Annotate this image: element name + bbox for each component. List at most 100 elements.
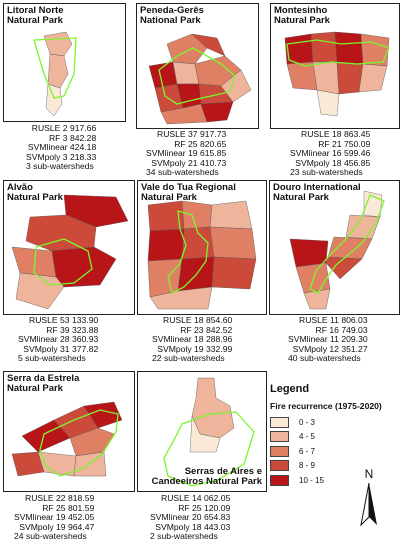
stats-peneda-geres: RUSLE 37 917.73 RF 25 820.65 SVMlinear 1… bbox=[146, 129, 227, 178]
sub-watershed bbox=[45, 83, 63, 117]
map-panel-peneda-geres: Peneda-Gerês National Park bbox=[136, 3, 259, 129]
stats-litoral-norte: RUSLE 2 917.66 RF 3 842.28 SVMlinear 424… bbox=[26, 123, 97, 172]
sub-watershed bbox=[189, 415, 221, 453]
stats-serra-da-estrela: RUSLE 22 818.59 RF 25 801.59 SVMlinear 1… bbox=[14, 493, 95, 542]
stats-serras-de-aires: RUSLE 14 062.05 RF 25 120.09 SVMlinear 2… bbox=[150, 493, 231, 542]
sub-watershed-count: 24 sub-watersheds bbox=[14, 531, 87, 542]
stat-svmpoly: SVMpoly 21 410.73 bbox=[151, 157, 227, 168]
stat-rf: RF 23 842.52 bbox=[180, 324, 233, 335]
stat-svmpoly: SVMpoly 19 332.99 bbox=[157, 343, 233, 354]
stat-svmpoly: SVMpoly 12 351.27 bbox=[292, 343, 368, 354]
sub-watershed-count: 2 sub-watersheds bbox=[150, 531, 218, 542]
legend-label: 6 - 7 bbox=[299, 446, 316, 456]
sub-watershed bbox=[15, 272, 65, 310]
map-panel-douro-international: Douro International Natural Park bbox=[269, 180, 400, 315]
alvao-map bbox=[11, 194, 129, 310]
sub-watershed-count: 5 sub-watersheds bbox=[18, 353, 86, 364]
panel-title: Serras de Aires e Candeeiros Natural Par… bbox=[151, 466, 262, 487]
panel-title: Litoral Norte Natural Park bbox=[7, 5, 64, 26]
north-arrow-icon bbox=[360, 482, 377, 527]
panel-title: Alvão Natural Park bbox=[7, 182, 63, 203]
park-boundary bbox=[33, 238, 93, 286]
sub-watershed bbox=[358, 63, 388, 93]
stat-rusle: RUSLE 53 133.90 bbox=[28, 315, 99, 325]
map-panel-alvao: Alvão Natural Park bbox=[3, 180, 135, 315]
panel-title: Serra da Estrela Natural Park bbox=[7, 373, 80, 394]
sub-watershed bbox=[312, 61, 340, 95]
litoral-norte-map bbox=[33, 31, 77, 117]
serra-da-estrela-map bbox=[11, 401, 123, 477]
stat-svmlinear: SVMlinear 424.18 bbox=[27, 142, 97, 153]
stat-rusle: RUSLE 11 806.03 bbox=[298, 315, 368, 325]
sub-watershed-count: 40 sub-watersheds bbox=[288, 353, 361, 364]
sub-watershed bbox=[211, 256, 257, 290]
sub-watershed bbox=[360, 33, 390, 67]
sub-watershed bbox=[327, 236, 373, 260]
stat-svmpoly: SVMpoly 31 377.82 bbox=[23, 343, 99, 354]
legend-swatch bbox=[270, 431, 289, 443]
stat-rf: RF 21 750.09 bbox=[318, 138, 371, 149]
stat-svmlinear: SVMlinear 19 452.05 bbox=[14, 512, 95, 523]
sub-watershed bbox=[310, 31, 338, 63]
stat-rf: RF 3 842.28 bbox=[48, 132, 97, 143]
stat-rusle: RUSLE 14 062.05 bbox=[160, 493, 231, 503]
legend-label: 4 - 5 bbox=[299, 432, 316, 442]
map-panel-serra-da-estrela: Serra da Estrela Natural Park bbox=[3, 371, 135, 492]
legend-label: 8 - 9 bbox=[299, 461, 316, 471]
stat-rf: RF 16 749.03 bbox=[315, 324, 368, 335]
legend-swatch bbox=[270, 474, 289, 486]
sub-watershed bbox=[148, 61, 178, 89]
legend-label: 10 - 15 bbox=[299, 475, 324, 485]
stat-rf: RF 25 820.65 bbox=[174, 138, 227, 149]
sub-watershed bbox=[209, 200, 253, 230]
stat-svmlinear: SVMlinear 18 288.96 bbox=[152, 334, 233, 345]
panel-title: Montesinho Natural Park bbox=[274, 5, 330, 26]
legend-item: 4 - 5 bbox=[270, 430, 400, 445]
stat-svmpoly: SVMpoly 19 964.47 bbox=[19, 521, 95, 532]
sub-watershed bbox=[47, 53, 69, 89]
stat-svmpoly: SVMpoly 18 443.03 bbox=[155, 521, 231, 532]
stat-rusle: RUSLE 18 854.60 bbox=[162, 315, 233, 325]
park-boundary bbox=[286, 39, 390, 67]
panel-title: Vale do Tua Regional Natural Park bbox=[141, 182, 236, 203]
stat-rusle: RUSLE 37 917.73 bbox=[156, 129, 227, 139]
stats-alvao: RUSLE 53 133.90 RF 39 323.88 SVMlinear 2… bbox=[18, 315, 99, 364]
sub-watershed-count: 22 sub-watersheds bbox=[152, 353, 225, 364]
stat-svmlinear: SVMlinear 16 599.46 bbox=[290, 148, 371, 159]
park-boundary bbox=[158, 47, 236, 105]
stats-douro-international: RUSLE 11 806.03 RF 16 749.03 SVMlinear 1… bbox=[288, 315, 368, 364]
legend-item: 6 - 7 bbox=[270, 444, 400, 459]
sub-watershed-count: 3 sub-watersheds bbox=[26, 161, 94, 172]
stat-svmlinear: SVMlinear 11 209.30 bbox=[288, 334, 368, 345]
sub-watershed bbox=[63, 194, 129, 228]
sub-watershed bbox=[147, 228, 185, 262]
stats-montesinho: RUSLE 18 863.45 RF 21 750.09 SVMlinear 1… bbox=[290, 129, 371, 178]
stat-rf: RF 25 801.59 bbox=[42, 502, 95, 513]
map-panel-litoral-norte: Litoral Norte Natural Park bbox=[3, 3, 126, 122]
legend-title: Legend bbox=[270, 383, 310, 395]
sub-watershed bbox=[200, 101, 234, 123]
park-boundary bbox=[163, 411, 255, 487]
sub-watershed-count: 23 sub-watersheds bbox=[290, 167, 363, 178]
legend-swatch bbox=[270, 416, 289, 428]
sub-watershed bbox=[345, 214, 381, 240]
stat-rf: RF 39 323.88 bbox=[46, 324, 99, 335]
stat-svmlinear: SVMlinear 20 654.83 bbox=[150, 512, 231, 523]
panel-title: Peneda-Gerês National Park bbox=[140, 5, 204, 26]
park-boundary bbox=[39, 409, 119, 477]
stat-rusle: RUSLE 18 863.45 bbox=[300, 129, 371, 139]
sub-watershed bbox=[334, 31, 364, 65]
sub-watershed bbox=[289, 238, 329, 268]
north-arrow: N bbox=[355, 467, 383, 536]
peneda-geres-map bbox=[148, 33, 252, 125]
north-label: N bbox=[364, 467, 374, 481]
legend-swatch bbox=[270, 445, 289, 457]
sub-watershed bbox=[303, 288, 331, 310]
sub-watershed bbox=[191, 377, 235, 439]
montesinho-map bbox=[284, 31, 390, 117]
map-panel-montesinho: Montesinho Natural Park bbox=[270, 3, 400, 129]
sub-watershed bbox=[181, 200, 213, 230]
map-panel-vale-do-tua: Vale do Tua Regional Natural Park bbox=[137, 180, 267, 315]
sub-watershed bbox=[51, 246, 117, 288]
sub-watershed bbox=[209, 226, 257, 260]
